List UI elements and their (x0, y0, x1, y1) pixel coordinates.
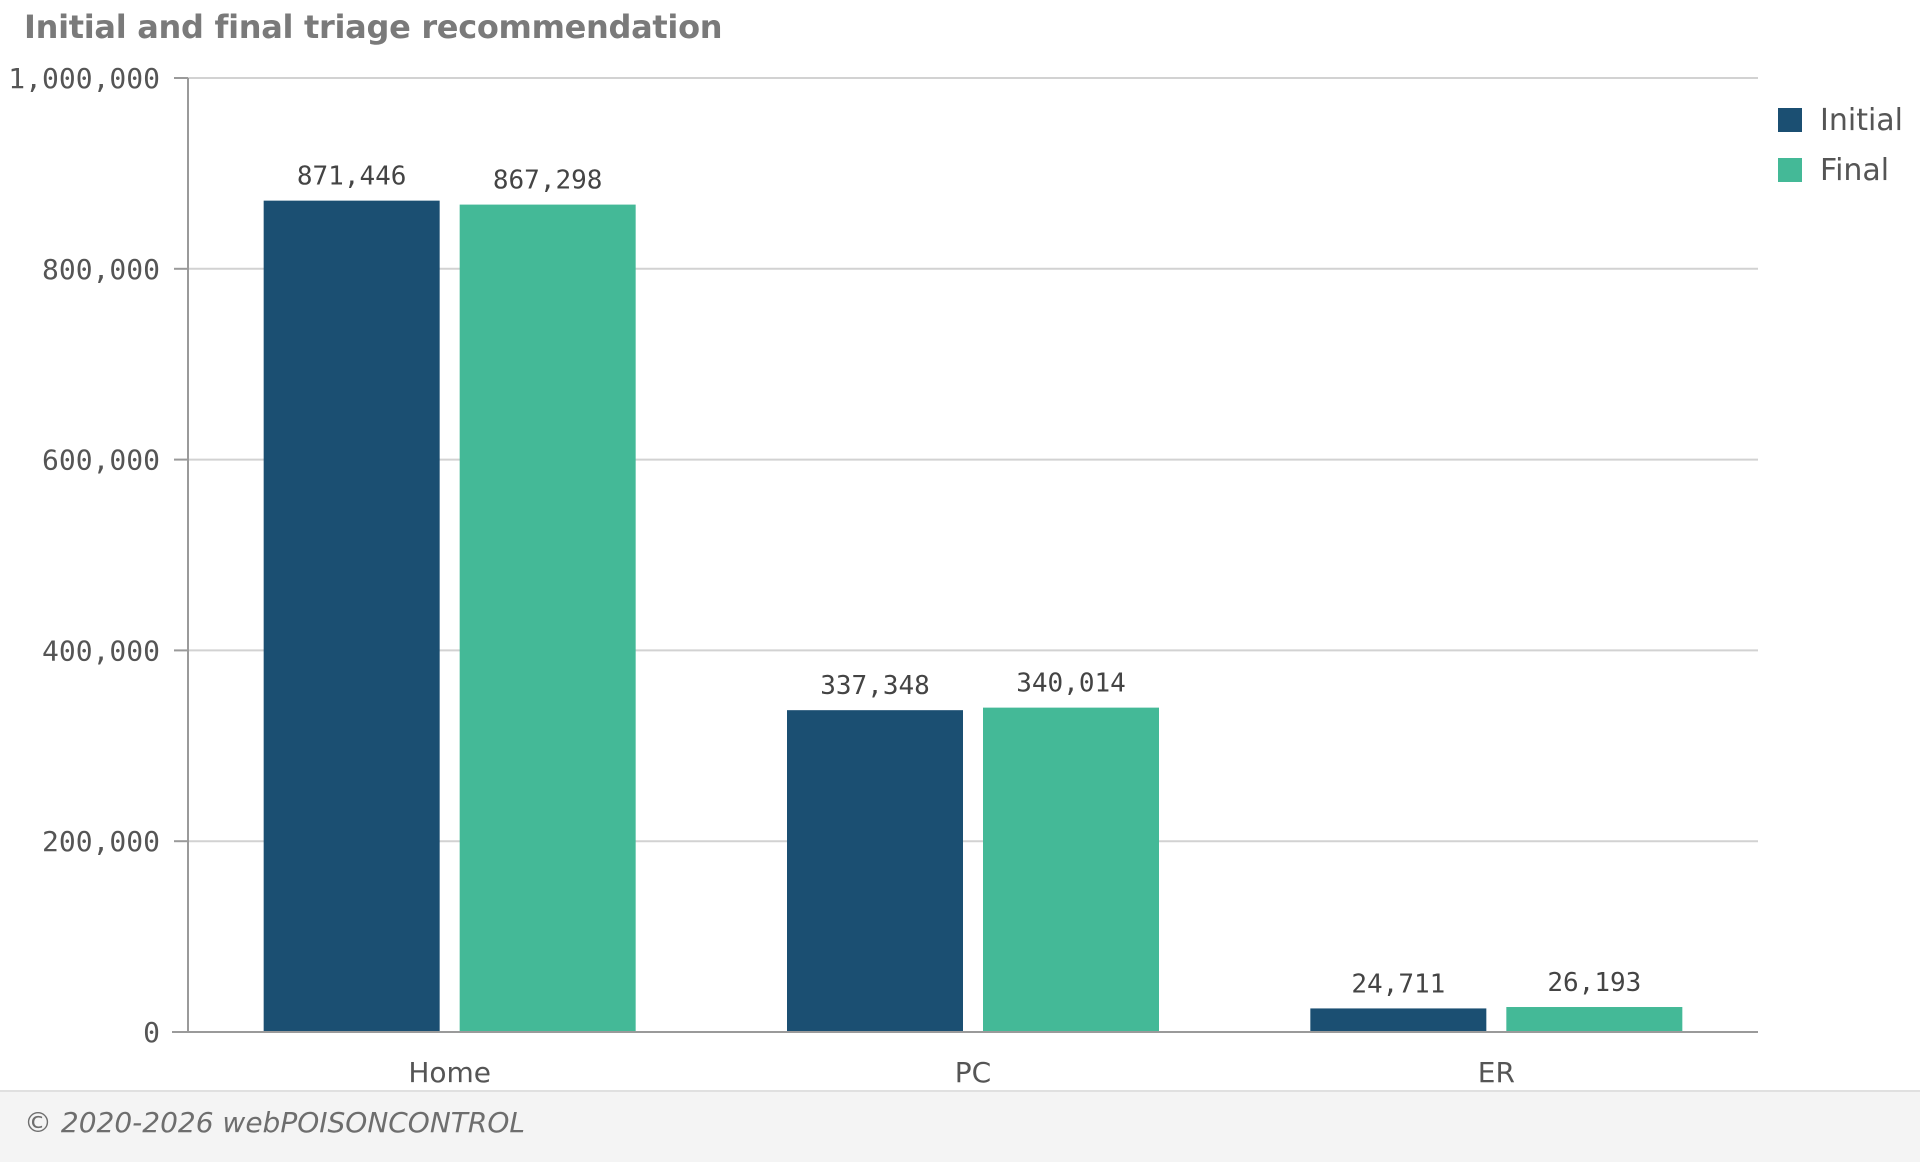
data-label: 24,711 (1351, 969, 1445, 999)
legend-label[interactable]: Initial (1820, 103, 1903, 138)
y-tick-label: 800,000 (42, 253, 160, 286)
y-tick-label: 200,000 (42, 825, 160, 858)
x-axis-ticks: Home PC ER (408, 1056, 1515, 1089)
footer: © 2020-2026 webPOISONCONTROL (0, 1090, 1920, 1162)
y-axis-ticks: 0 200,000 400,000 600,000 800,000 1,000,000 (8, 62, 188, 1049)
gridlines (188, 77, 1758, 843)
y-tick-label: 1,000,000 (8, 62, 160, 95)
chart-title: Initial and final triage recommendation (24, 8, 723, 46)
copyright-text: © 2020-2026 webPOISONCONTROL (24, 1106, 525, 1139)
data-label: 26,193 (1547, 968, 1641, 998)
data-label: 867,298 (493, 166, 603, 196)
data-label: 340,014 (1016, 669, 1126, 699)
x-tick-label: ER (1478, 1056, 1515, 1089)
legend: Initial Final (1778, 103, 1903, 188)
bar-final-er[interactable] (1506, 1007, 1683, 1032)
data-labels: 871,446 867,298 337,348 340,014 24,711 26,193 (297, 162, 1641, 1000)
y-tick-label: 600,000 (42, 444, 160, 477)
data-label: 337,348 (820, 671, 930, 701)
bars (263, 200, 1683, 1033)
x-tick-label: PC (955, 1056, 991, 1089)
y-tick-label: 400,000 (42, 634, 160, 667)
y-tick-label: 0 (143, 1016, 160, 1049)
legend-swatch (1778, 158, 1802, 182)
x-tick-label: Home (408, 1056, 491, 1089)
data-label: 871,446 (297, 162, 407, 192)
bar-initial-pc[interactable] (787, 710, 963, 1032)
legend-label[interactable]: Final (1820, 153, 1889, 188)
legend-swatch (1778, 108, 1802, 132)
bar-initial-home[interactable] (263, 200, 440, 1033)
bar-chart: 0 200,000 400,000 600,000 800,000 1,000,000 8… (8, 62, 1903, 1089)
bar-final-home[interactable] (459, 204, 636, 1032)
bar-final-pc[interactable] (983, 707, 1159, 1032)
bar-initial-er[interactable] (1310, 1008, 1487, 1032)
